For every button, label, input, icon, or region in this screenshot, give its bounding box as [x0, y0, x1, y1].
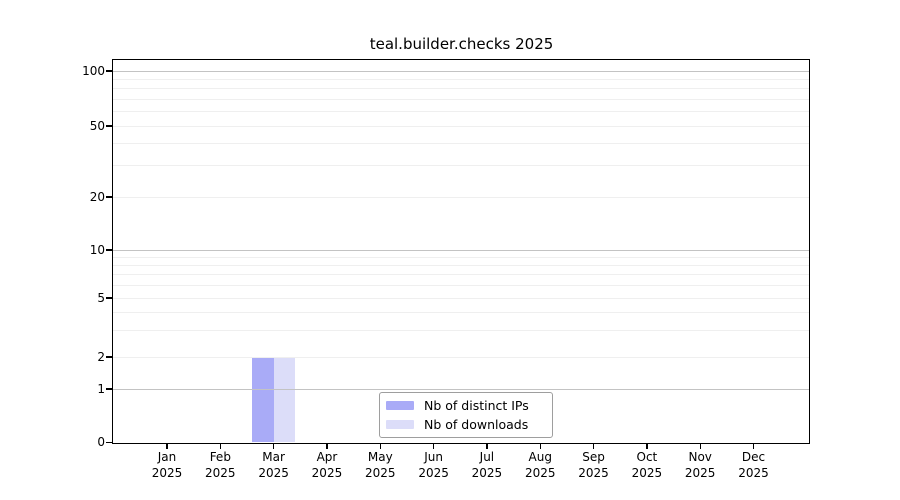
- x-tick-mark-9: [646, 443, 648, 449]
- x-tick-label-line: 2025: [258, 465, 289, 480]
- x-tick-label-0: Jan 2025: [132, 450, 202, 481]
- gridline-y-70: [113, 98, 809, 100]
- x-tick-mark-0: [166, 443, 168, 449]
- gridline-y-100: [113, 70, 809, 72]
- x-tick-label-4: May 2025: [345, 450, 415, 481]
- x-tick-label-line: 2025: [524, 465, 556, 480]
- y-tick-mark-20: [106, 196, 113, 198]
- y-tick-label-5: 5: [97, 290, 105, 305]
- x-tick-label-line: 2025: [471, 465, 503, 480]
- legend-item-distinct-ips: Nb of distinct IPs: [386, 398, 546, 413]
- x-tick-mark-6: [486, 443, 488, 449]
- x-tick-label-7: Aug 2025: [505, 450, 575, 481]
- gridline-y-3: [113, 330, 809, 332]
- gridline-y-50: [113, 125, 809, 127]
- gridline-y-5: [113, 297, 809, 299]
- gridline-y-4: [113, 311, 809, 313]
- x-tick-label-line: Jun: [424, 450, 443, 464]
- y-tick-label-1: 1: [97, 381, 105, 396]
- chart-title: teal.builder.checks 2025: [369, 35, 554, 53]
- x-tick-label-line: Oct: [636, 450, 658, 464]
- x-tick-label-line: Apr: [316, 450, 338, 464]
- legend-item-downloads: Nb of downloads: [386, 417, 546, 432]
- gridline-y-20: [113, 196, 809, 198]
- x-tick-mark-3: [326, 443, 328, 449]
- x-tick-label-line: Nov: [688, 450, 712, 464]
- x-tick-label-line: 2025: [364, 465, 396, 480]
- x-tick-label-line: Mar: [262, 450, 285, 464]
- x-tick-label-3: Apr 2025: [292, 450, 362, 481]
- y-tick-mark-2: [106, 356, 113, 358]
- y-tick-label-0: 0: [97, 435, 105, 449]
- y-tick-mark-5: [106, 297, 113, 299]
- x-tick-mark-8: [592, 443, 595, 449]
- x-tick-label-6: Jul 2025: [452, 450, 522, 481]
- x-tick-label-line: Sep: [582, 450, 605, 464]
- gridline-y-7: [113, 274, 809, 276]
- x-tick-label-line: 2025: [578, 465, 609, 480]
- x-tick-label-line: 2025: [738, 465, 769, 480]
- x-tick-label-2: Mar 2025: [239, 450, 309, 481]
- x-tick-mark-4: [379, 443, 381, 449]
- gridline-y-30: [113, 165, 809, 167]
- x-tick-mark-1: [219, 443, 221, 449]
- y-tick-mark-100: [106, 70, 113, 72]
- x-tick-label-11: Dec 2025: [719, 450, 789, 481]
- x-tick-mark-5: [432, 443, 435, 449]
- y-tick-mark-10: [106, 249, 113, 251]
- x-tick-label-line: Jul: [479, 450, 495, 464]
- gridline-y-6: [113, 284, 809, 286]
- y-tick-label-20: 20: [89, 189, 105, 204]
- x-tick-label-9: Oct 2025: [612, 450, 682, 481]
- x-tick-mark-11: [752, 443, 755, 449]
- x-tick-mark-7: [539, 443, 541, 449]
- x-tick-label-1: Feb 2025: [185, 450, 255, 481]
- x-tick-label-line: 2025: [684, 465, 716, 480]
- y-tick-label-50: 50: [89, 118, 105, 133]
- gridline-y-9: [113, 256, 809, 258]
- legend-label-distinct-ips: Nb of distinct IPs: [424, 398, 529, 414]
- bar-nb-of-distinct-ips-mar-2025: [252, 357, 274, 442]
- legend-swatch-distinct-ips: [386, 401, 414, 411]
- x-tick-label-10: Nov 2025: [665, 450, 735, 481]
- x-tick-label-8: Sep 2025: [559, 450, 629, 481]
- x-tick-label-line: 2025: [631, 465, 663, 480]
- x-tick-label-line: Jan: [157, 450, 177, 464]
- y-tick-label-10: 10: [89, 242, 105, 257]
- x-tick-label-5: Jun 2025: [399, 450, 469, 481]
- gridline-y-60: [113, 111, 809, 113]
- gridline-y-10: [113, 249, 809, 251]
- gridline-y-2: [113, 356, 809, 358]
- x-tick-label-line: May: [367, 450, 393, 464]
- x-tick-label-line: Aug: [528, 450, 552, 464]
- bar-nb-of-downloads-mar-2025: [273, 357, 296, 442]
- gridline-y-8: [113, 264, 809, 266]
- x-tick-label-line: 2025: [311, 465, 343, 480]
- y-tick-mark-1: [106, 388, 113, 390]
- y-tick-label-2: 2: [97, 349, 105, 364]
- x-tick-label-line: 2025: [151, 465, 183, 480]
- x-tick-label-line: 2025: [418, 465, 449, 480]
- gridline-y-1: [113, 388, 809, 390]
- gridline-y-80: [113, 88, 809, 90]
- legend-label-downloads: Nb of downloads: [424, 416, 529, 432]
- x-tick-mark-10: [699, 443, 701, 449]
- x-tick-label-line: Feb: [209, 450, 231, 464]
- gridline-y-40: [113, 142, 809, 144]
- x-tick-label-line: Dec: [741, 450, 766, 464]
- y-tick-mark-50: [106, 125, 113, 127]
- legend: Nb of distinct IPs Nb of downloads: [379, 392, 553, 438]
- y-tick-label-100: 100: [82, 63, 105, 78]
- x-tick-mark-2: [272, 443, 275, 449]
- gridline-y-90: [113, 78, 809, 80]
- x-tick-label-line: 2025: [205, 465, 236, 480]
- y-tick-mark-0: [106, 441, 113, 444]
- legend-swatch-downloads: [386, 419, 414, 429]
